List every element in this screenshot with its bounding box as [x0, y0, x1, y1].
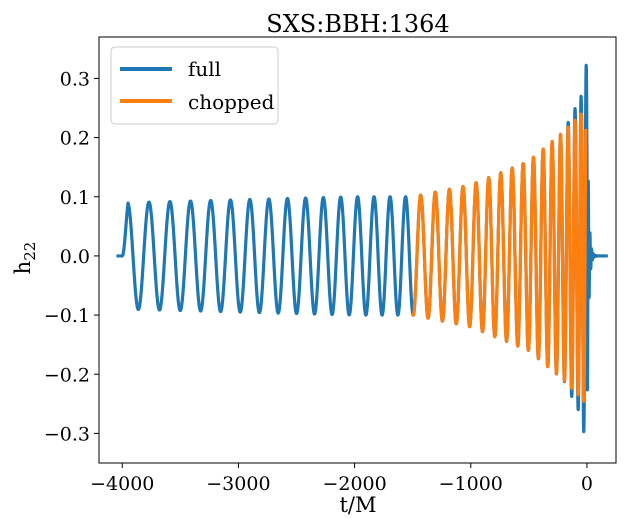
y-tick-label: 0.0: [60, 246, 90, 268]
x-tick-label: −2000: [322, 473, 386, 495]
legend: full chopped: [110, 46, 279, 125]
x-tick-label: −4000: [90, 473, 154, 495]
x-tick-label: 0: [581, 473, 593, 495]
plot-layer: [114, 63, 610, 434]
svg-text:h22: h22: [11, 242, 39, 275]
y-tick-label: 0.1: [60, 187, 90, 209]
y-tick-label: 0.2: [60, 128, 90, 150]
x-tick-label: −3000: [206, 473, 270, 495]
series-line-chopped: [411, 112, 588, 403]
x-axis-ticks: −4000 −3000 −2000 −1000 0: [90, 463, 593, 495]
x-axis-label: t/M: [339, 493, 376, 517]
y-axis-label-subscript: 22: [21, 242, 39, 261]
y-tick-label: 0.3: [60, 68, 90, 90]
y-axis-label: h22: [11, 242, 39, 275]
y-axis-ticks: 0.3 0.2 0.1 0.0 −0.1 −0.2 −0.3: [44, 68, 99, 445]
y-axis-label-main: h: [11, 261, 35, 275]
legend-label-full: full: [188, 57, 221, 81]
plot-area-frame: [98, 36, 617, 464]
y-tick-label: −0.1: [44, 305, 90, 327]
legend-label-chopped: chopped: [188, 90, 275, 114]
chart-title: SXS:BBH:1364: [266, 10, 449, 38]
x-tick-label: −1000: [439, 473, 503, 495]
legend-box: [110, 46, 279, 125]
y-tick-label: −0.2: [44, 364, 90, 386]
y-tick-label: −0.3: [44, 423, 90, 445]
